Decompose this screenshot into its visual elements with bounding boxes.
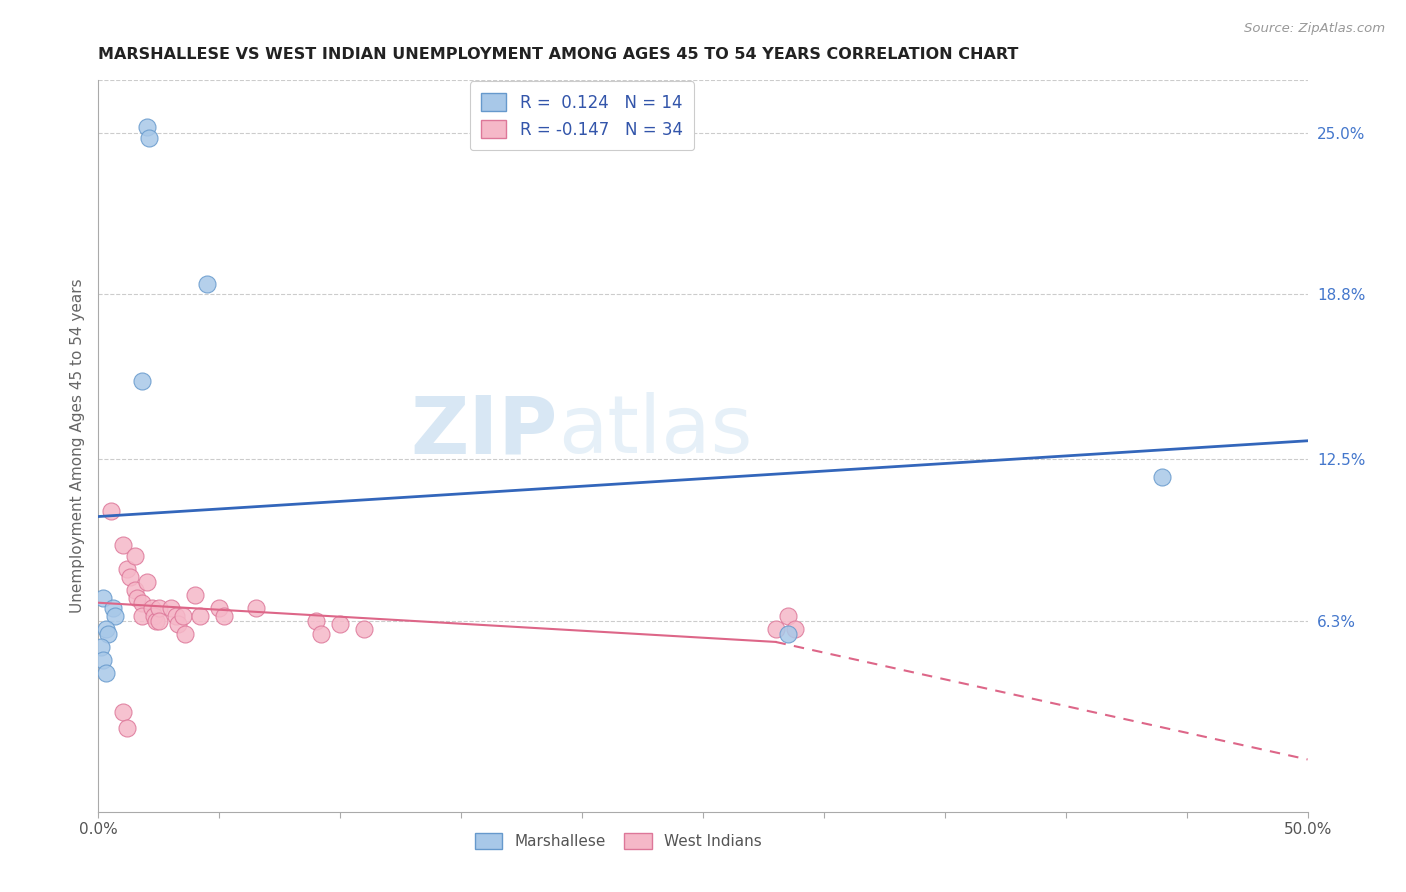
Point [172,608,194,623]
Point [148,601,170,615]
Point [94,666,117,681]
Text: ZIP: ZIP [411,392,558,470]
Point [117,721,139,735]
Point [188,608,211,623]
Point [124,549,146,563]
Point [208,601,231,615]
Point [184,588,207,602]
Point [309,627,332,641]
Point [100,504,122,518]
Point [138,130,160,145]
Point [165,608,187,623]
Text: Source: ZipAtlas.com: Source: ZipAtlas.com [1244,22,1385,36]
Point [305,614,328,628]
Point [97,627,120,641]
Point [91,653,114,667]
Point [776,608,799,623]
Point [353,622,375,636]
Point [160,601,183,615]
Point [135,120,157,135]
Point [127,591,149,605]
Point [145,614,167,628]
Point [131,596,153,610]
Point [131,374,153,388]
Point [135,574,157,589]
Legend: Marshallese, West Indians: Marshallese, West Indians [468,827,768,855]
Point [111,706,134,720]
Point [329,616,352,631]
Point [783,622,806,636]
Point [1152,470,1174,484]
Point [94,622,117,636]
Point [131,608,153,623]
Point [111,538,134,552]
Point [167,616,190,631]
Point [212,608,235,623]
Point [174,627,197,641]
Point [143,608,166,623]
Point [124,582,146,597]
Point [195,277,218,291]
Point [101,601,124,615]
Y-axis label: Unemployment Among Ages 45 to 54 years: Unemployment Among Ages 45 to 54 years [69,278,84,614]
Point [765,622,787,636]
Point [104,608,127,623]
Point [91,591,114,605]
Point [245,601,267,615]
Point [118,569,141,583]
Point [148,614,170,628]
Point [117,562,139,576]
Text: MARSHALLESE VS WEST INDIAN UNEMPLOYMENT AMONG AGES 45 TO 54 YEARS CORRELATION CH: MARSHALLESE VS WEST INDIAN UNEMPLOYMENT … [98,47,1019,62]
Point [141,601,163,615]
Point [776,627,799,641]
Point [90,640,112,655]
Text: atlas: atlas [558,392,752,470]
